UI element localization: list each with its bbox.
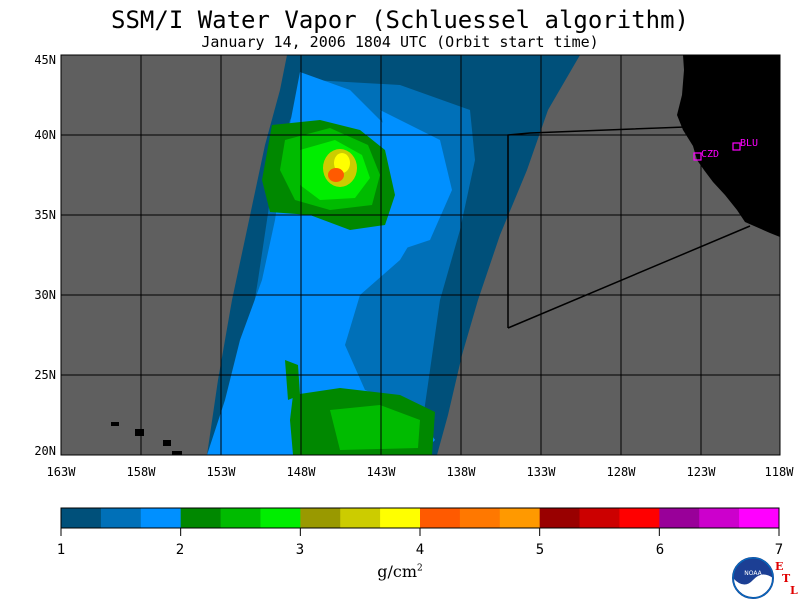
colorbar-swatch bbox=[619, 508, 660, 528]
colorbar-swatch bbox=[260, 508, 301, 528]
colorbar-swatch bbox=[420, 508, 461, 528]
etl-letter: T bbox=[782, 572, 791, 585]
map-title: SSM/I Water Vapor (Schluessel algorithm) bbox=[111, 6, 689, 34]
colorbar-swatch bbox=[459, 508, 501, 528]
colorbar bbox=[60, 507, 780, 536]
lat-label: 45N bbox=[34, 53, 56, 67]
colorbar-swatch bbox=[659, 508, 700, 528]
map-subtitle: January 14, 2006 1804 UTC (Orbit start t… bbox=[201, 33, 599, 51]
longitude-labels: 163W 158W 153W 148W 143W 138W 133W 128W … bbox=[47, 465, 795, 479]
station-blu-marker bbox=[732, 142, 741, 151]
land-north-america bbox=[677, 55, 780, 237]
colorbar-swatch bbox=[220, 508, 261, 528]
station-markers: CZD BLU bbox=[693, 138, 758, 161]
lat-label: 40N bbox=[34, 128, 56, 142]
moisture-patch-west bbox=[285, 360, 300, 400]
lon-label: 163W bbox=[47, 465, 77, 479]
colorbar-swatch bbox=[100, 508, 142, 528]
etl-letter: E bbox=[775, 560, 783, 573]
colorbar-swatch bbox=[340, 508, 381, 528]
lon-label: 118W bbox=[765, 465, 795, 479]
domain-box-diagonal bbox=[507, 225, 751, 329]
moisture-core-peak bbox=[328, 168, 344, 182]
colorbar-tick-label: 1 bbox=[57, 542, 65, 558]
domain-box-outline bbox=[507, 126, 686, 328]
colorbar-swatch bbox=[539, 508, 581, 528]
noaa-logo: NOAA bbox=[732, 557, 774, 599]
station-czd-label: CZD bbox=[701, 149, 719, 160]
noaa-logo-text: NOAA bbox=[744, 570, 762, 577]
colorbar-tick-label: 2 bbox=[176, 542, 184, 558]
hawaiian-islands bbox=[111, 422, 182, 455]
colorbar-tick-label: 7 bbox=[775, 542, 783, 558]
colorbar-tick-label: 3 bbox=[296, 542, 304, 558]
station-blu-label: BLU bbox=[740, 138, 758, 149]
colorbar-swatch bbox=[739, 508, 780, 528]
lon-label: 143W bbox=[367, 465, 397, 479]
colorbar-swatch bbox=[579, 508, 620, 528]
moisture-core-bright bbox=[334, 153, 350, 173]
station-czd-marker bbox=[693, 152, 702, 161]
colorbar-ticks: 1 2 3 4 5 6 7 bbox=[57, 542, 783, 558]
lon-label: 148W bbox=[287, 465, 317, 479]
lat-label: 30N bbox=[34, 288, 56, 302]
etl-logo: E T L bbox=[775, 560, 798, 597]
lat-label: 35N bbox=[34, 208, 56, 222]
colorbar-tick-label: 4 bbox=[416, 542, 424, 558]
moisture-plume-south-bright bbox=[330, 405, 420, 450]
colorbar-swatch bbox=[140, 508, 182, 528]
lon-label: 123W bbox=[687, 465, 717, 479]
colorbar-swatch bbox=[699, 508, 740, 528]
latitude-labels: 45N 40N 35N 30N 25N 20N bbox=[34, 53, 56, 458]
map-panel: CZD BLU bbox=[60, 54, 781, 456]
colorbar-tick-label: 6 bbox=[656, 542, 664, 558]
lat-lon-grid bbox=[61, 55, 780, 455]
lon-label: 158W bbox=[127, 465, 157, 479]
colorbar-swatch bbox=[380, 508, 421, 528]
colorbar-swatch bbox=[180, 508, 222, 528]
colorbar-tick-label: 5 bbox=[536, 542, 544, 558]
lon-label: 133W bbox=[527, 465, 557, 479]
lon-label: 138W bbox=[447, 465, 477, 479]
colorbar-swatch bbox=[300, 508, 341, 528]
lon-label: 128W bbox=[607, 465, 637, 479]
units-exponent: 2 bbox=[417, 563, 423, 574]
etl-letter: L bbox=[790, 584, 798, 597]
colorbar-swatch bbox=[61, 508, 102, 528]
lat-label: 25N bbox=[34, 368, 56, 382]
colorbar-units: g/cm2 bbox=[360, 562, 440, 581]
map-frame bbox=[60, 54, 781, 456]
units-text: g/cm bbox=[377, 562, 418, 581]
lon-label: 153W bbox=[207, 465, 237, 479]
lat-label: 20N bbox=[34, 444, 56, 458]
colorbar-swatch bbox=[499, 508, 541, 528]
